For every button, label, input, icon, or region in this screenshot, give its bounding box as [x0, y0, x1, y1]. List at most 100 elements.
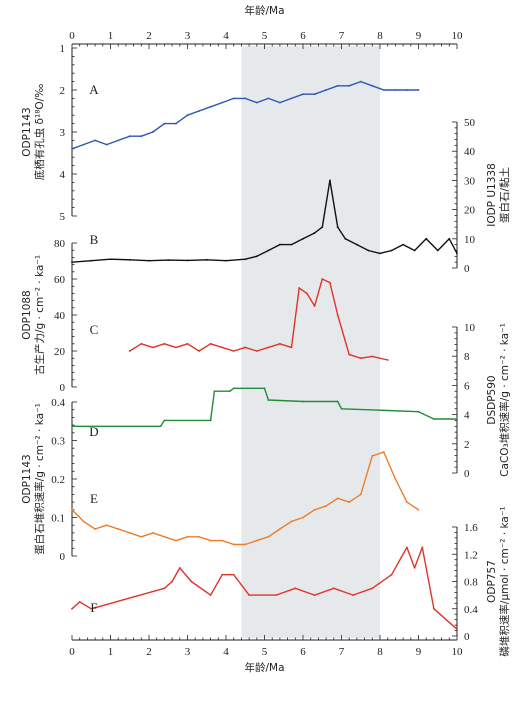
panel-A-data-point	[128, 135, 131, 138]
panel-A-data-point	[151, 131, 154, 133]
x-tick-label: 2	[146, 30, 152, 42]
panel-D-y-label: DSDP590 CaCO₃堆积速率/g · cm⁻² · ka⁻¹	[486, 323, 511, 477]
panel-C-y-label: ODP1088 古生产力/g · cm⁻² · ka⁻¹	[21, 255, 46, 375]
panel-F-y-label: ODP757 磷堆积速率/μmol · cm⁻² · ka⁻¹	[486, 506, 511, 656]
panel-E-data-point	[336, 497, 339, 500]
panel-A-data-point	[175, 122, 177, 125]
panel-B-data-point	[225, 259, 227, 262]
panel-A-data-point	[290, 97, 293, 100]
panel-A-data-point	[232, 97, 235, 100]
panel-C-data-point	[321, 278, 324, 280]
panel-B-y-tick-label: 50	[464, 117, 476, 129]
panel-F-y-tick-label: 1.2	[464, 549, 478, 561]
panel-B-y-tick-label: 20	[464, 205, 476, 217]
panel-B-data-point	[167, 259, 170, 262]
panel-A-data-point	[406, 89, 408, 91]
x-tick-label: 4	[223, 30, 229, 42]
panel-D-data-point	[336, 400, 339, 403]
panel-B-data-point	[448, 237, 451, 240]
panel-D-y-label-line: CaCO₃堆积速率/g · cm⁻² · ka⁻¹	[498, 323, 511, 477]
panel-A-y-label-line: ODP1143	[21, 107, 33, 156]
panel-B-data-point	[279, 243, 281, 246]
panel-A-data-point	[140, 135, 143, 138]
panel-F-y-tick-label: 0	[464, 631, 470, 643]
panel-C-data-point	[279, 342, 281, 345]
panel-E-data-point	[163, 535, 166, 538]
panel-A-data-point	[336, 84, 339, 87]
panel-F-letter: F	[90, 600, 97, 615]
panel-D-data-point	[263, 387, 266, 390]
panel-D-y-label-line: DSDP590	[486, 375, 498, 424]
panel-C-data-point	[290, 346, 293, 349]
panel-B-data-point	[302, 237, 304, 240]
panel-C-data-point	[151, 346, 154, 349]
panel-F-data-point	[171, 580, 174, 583]
panel-F-data-point	[232, 573, 235, 576]
panel-A-data-point	[371, 84, 374, 87]
panel-E-data-point	[198, 535, 200, 538]
panel-E-data-point	[279, 528, 281, 530]
panel-A-data-point	[394, 89, 397, 91]
panel-F-data-point	[178, 566, 181, 569]
panel-F-data-point	[275, 594, 277, 597]
panel-C-data-point	[186, 342, 189, 345]
panel-F-y-label-line: 磷堆积速率/μmol · cm⁻² · ka⁻¹	[498, 506, 511, 656]
panel-F-y-tick-label: 0.4	[464, 604, 478, 616]
x-tick-label: 7	[339, 30, 345, 42]
panel-E-data-point	[302, 516, 304, 519]
panel-B-data-point	[186, 259, 189, 262]
panel-E-y-label-line: ODP1143	[21, 454, 33, 503]
panel-C-data-point	[298, 287, 301, 289]
panel-D-data-point	[267, 399, 270, 401]
panel-F-data-point	[209, 594, 212, 597]
panel-E-data-point	[175, 539, 177, 542]
x-tick-label: 0	[69, 646, 75, 658]
panel-A-data-point	[163, 122, 166, 125]
panel-B-data-point	[244, 258, 247, 261]
panel-B-data-point	[379, 252, 381, 255]
x-tick-label: 8	[377, 30, 383, 42]
x-tick-label: 3	[185, 30, 191, 42]
panel-A-y-tick-label: 5	[60, 211, 66, 223]
x-tick-label: 6	[300, 646, 306, 658]
panel-A-data-point	[267, 97, 270, 100]
panel-C-data-point	[313, 305, 316, 307]
x-tick-label: 4	[223, 646, 229, 658]
panel-B-data-point	[402, 243, 404, 246]
panel-C-data-point	[140, 342, 143, 345]
x-tick-label: 1	[108, 30, 114, 42]
panel-A-y-tick-label: 2	[60, 85, 66, 97]
panel-C-data-point	[305, 292, 308, 295]
panel-E-data-point	[140, 535, 143, 538]
panel-B-y-tick-label: 10	[464, 234, 476, 246]
panel-E-data-point	[244, 543, 247, 546]
panel-C-y-tick-label: 0	[60, 382, 66, 394]
panel-D-y-tick-label: 0	[464, 468, 470, 480]
panel-D-data-point	[163, 419, 166, 422]
panel-A-y-tick-label: 4	[60, 169, 66, 181]
panel-C-data-point	[232, 350, 235, 352]
panel-C-data-point	[359, 357, 362, 360]
panel-F-data-point	[163, 587, 166, 590]
panel-E-data-point	[209, 539, 212, 542]
panel-C-data-point	[329, 281, 331, 284]
panel-A-letter: A	[89, 82, 99, 97]
panel-B-data-point	[425, 237, 428, 240]
x-tick-label: 8	[377, 646, 383, 658]
panel-B-y-label-line: IODP U1338	[486, 163, 498, 227]
panel-A-data-point	[94, 139, 96, 142]
panel-A-data-point	[348, 84, 351, 87]
panel-B-series-line	[71, 179, 458, 263]
panel-A-data-point	[417, 89, 420, 91]
panel-E-y-tick-label: 0.3	[51, 436, 65, 448]
panel-B-data-point	[255, 255, 258, 258]
panel-E-data-point	[267, 535, 270, 538]
x-tick-label: 0	[69, 30, 75, 42]
panel-A-y-tick-label: 1	[60, 43, 66, 55]
panel-F-y-tick-label: 1.6	[464, 522, 478, 534]
panel-F-data-point	[433, 607, 435, 610]
x-tick-label: 5	[262, 646, 268, 658]
panel-B-y-label-line: 蛋白石/黏土	[498, 167, 511, 223]
panel-A-data-point	[382, 89, 385, 91]
panel-A-data-point	[117, 139, 120, 142]
